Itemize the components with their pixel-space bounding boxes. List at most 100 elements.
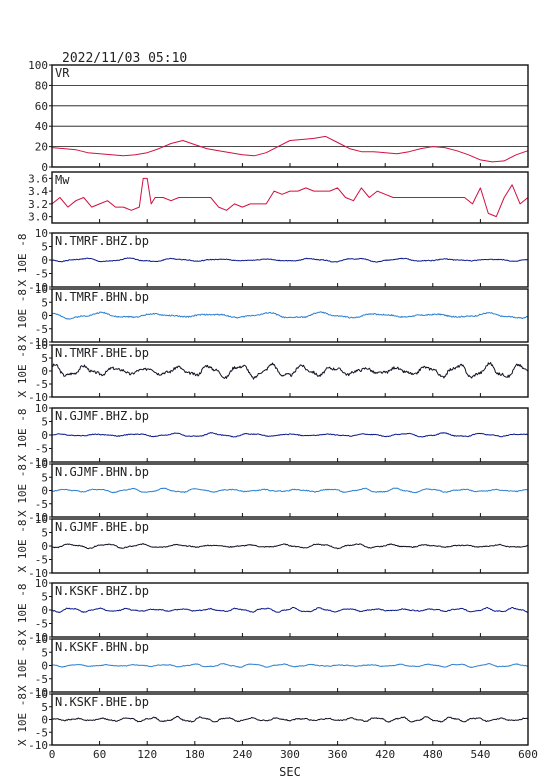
y-tick-label: 10 xyxy=(35,458,48,471)
y-tick-label: -10 xyxy=(28,391,48,404)
y-axis-label: X 10E -8 xyxy=(16,289,29,342)
timestamp-title: 2022/11/03 05:10 xyxy=(62,51,187,66)
y-tick-label: -10 xyxy=(28,336,48,349)
x-tick-label: 120 xyxy=(137,748,157,761)
y-tick-label: 0 xyxy=(41,429,48,442)
y-tick-label: -5 xyxy=(35,443,48,456)
series-trace-gjmf-bhe xyxy=(51,543,529,550)
y-tick-label: -5 xyxy=(35,268,48,281)
panel-label: N.GJMF.BHN.bp xyxy=(55,465,149,479)
panel-label: N.TMRF.BHE.bp xyxy=(55,346,149,360)
panel-mw: Mw 3.03.23.43.6 xyxy=(28,171,529,224)
series-trace-vr xyxy=(51,135,529,163)
y-tick-label: 10 xyxy=(35,633,48,646)
y-tick-label: 0 xyxy=(41,714,48,727)
panel-label: N.TMRF.BHZ.bp xyxy=(55,234,149,248)
y-tick-label: -10 xyxy=(28,511,48,524)
y-tick-label: 10 xyxy=(35,577,48,590)
x-tick-label: 480 xyxy=(423,748,443,761)
y-tick-label: -5 xyxy=(35,726,48,739)
x-tick-label: 60 xyxy=(93,748,106,761)
y-tick-label: -5 xyxy=(35,498,48,511)
panel-label: N.KSKF.BHN.bp xyxy=(55,640,149,654)
series-trace-tmrf-bhz xyxy=(51,257,528,263)
y-tick-label: 5 xyxy=(41,591,48,604)
series-trace-tmrf-bhe xyxy=(51,362,529,380)
y-tick-label: 5 xyxy=(41,646,48,659)
x-axis-label: SEC xyxy=(279,765,301,779)
y-tick-label: -5 xyxy=(35,554,48,567)
series-trace-tmrf-bhn xyxy=(51,311,529,320)
y-axis-label: X 10E -8 xyxy=(16,693,29,746)
y-tick-label: 40 xyxy=(35,120,48,133)
y-tick-label: 3.2 xyxy=(28,198,48,211)
y-tick-label: 80 xyxy=(35,79,48,92)
series-trace-kskf-bhz xyxy=(51,606,529,614)
y-tick-label: 10 xyxy=(35,283,48,296)
y-axis-label: X 10E -8 xyxy=(16,234,29,287)
x-tick-label: 0 xyxy=(49,748,56,761)
y-tick-label: 3.0 xyxy=(28,211,48,224)
y-tick-label: 0 xyxy=(41,485,48,498)
panel-label: N.TMRF.BHN.bp xyxy=(55,290,149,304)
x-tick-label: 360 xyxy=(328,748,348,761)
series-trace-kskf-bhe xyxy=(51,715,529,723)
x-tick-label: 240 xyxy=(232,748,252,761)
y-tick-label: 0 xyxy=(41,254,48,267)
y-tick-label: 5 xyxy=(41,296,48,309)
x-tick-label: 540 xyxy=(470,748,490,761)
y-tick-label: 100 xyxy=(28,59,48,72)
y-axis-label: X 10E -8 xyxy=(16,464,29,517)
series-trace-gjmf-bhz xyxy=(51,432,529,438)
y-tick-label: 10 xyxy=(35,339,48,352)
panel-label: N.KSKF.BHZ.bp xyxy=(55,584,149,598)
panel-label: VR xyxy=(55,66,70,80)
y-tick-label: 10 xyxy=(35,513,48,526)
y-axis-label: X 10E -8 xyxy=(16,639,29,692)
y-axis-label: X 10E -8 xyxy=(16,409,29,462)
y-tick-label: 3.4 xyxy=(28,185,48,198)
panel-label: Mw xyxy=(55,173,70,187)
y-tick-label: 10 xyxy=(35,227,48,240)
y-tick-label: -10 xyxy=(28,686,48,699)
y-tick-label: -5 xyxy=(35,673,48,686)
y-tick-label: -10 xyxy=(28,739,48,752)
y-tick-label: -5 xyxy=(35,323,48,336)
y-tick-label: 10 xyxy=(35,688,48,701)
y-tick-label: -10 xyxy=(28,456,48,469)
y-tick-label: -10 xyxy=(28,281,48,294)
y-tick-label: 5 xyxy=(41,352,48,365)
y-tick-label: 3.6 xyxy=(28,172,48,185)
y-tick-label: -10 xyxy=(28,631,48,644)
y-tick-label: 5 xyxy=(41,471,48,484)
y-tick-label: 0 xyxy=(41,604,48,617)
y-tick-label: 5 xyxy=(41,241,48,254)
panel-label: N.KSKF.BHE.bp xyxy=(55,695,149,709)
panel-label: N.GJMF.BHZ.bp xyxy=(55,409,149,423)
y-tick-label: 0 xyxy=(41,660,48,673)
y-tick-label: 0 xyxy=(41,540,48,553)
panel-label: N.GJMF.BHE.bp xyxy=(55,520,149,534)
y-tick-label: -10 xyxy=(28,567,48,580)
y-tick-label: 5 xyxy=(41,527,48,540)
y-tick-label: 20 xyxy=(35,141,48,154)
y-tick-label: 0 xyxy=(41,365,48,378)
x-tick-label: 420 xyxy=(375,748,395,761)
y-tick-label: 10 xyxy=(35,402,48,415)
y-tick-label: 5 xyxy=(41,701,48,714)
y-axis-label: X 10E -8 xyxy=(16,584,29,637)
x-tick-label: 300 xyxy=(280,748,300,761)
y-tick-label: 5 xyxy=(41,416,48,429)
series-trace-gjmf-bhn xyxy=(51,487,528,494)
panel-frame xyxy=(51,64,529,168)
y-tick-label: -5 xyxy=(35,618,48,631)
y-axis-label: X 10E -8 xyxy=(16,520,29,573)
